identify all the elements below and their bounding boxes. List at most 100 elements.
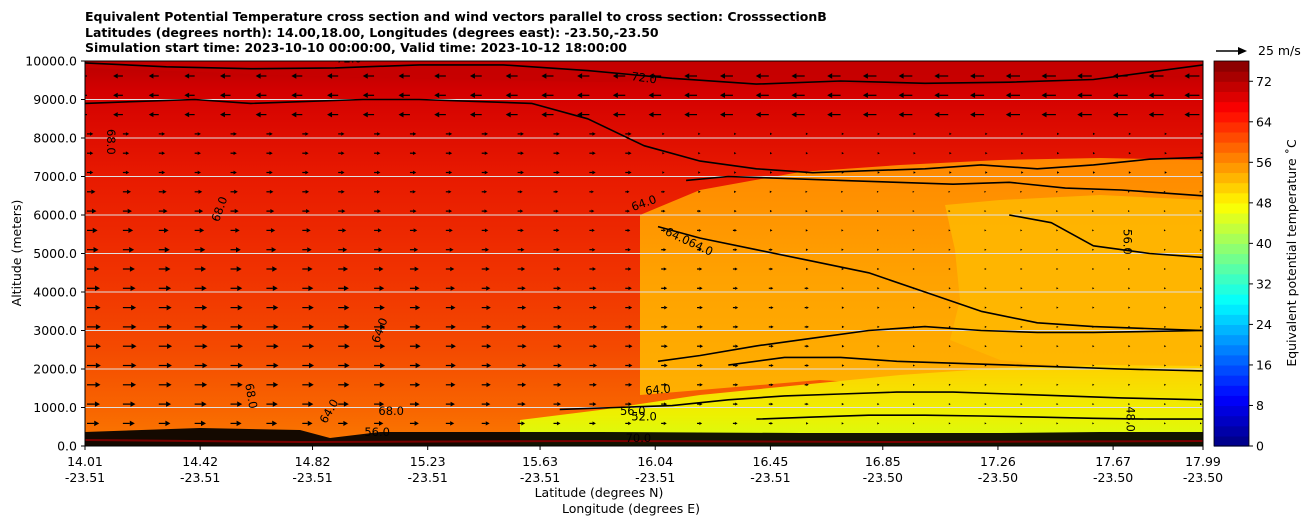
wind-vector: [1056, 267, 1059, 271]
colorbar-tick-label: 0: [1256, 439, 1264, 454]
wind-vector: [877, 132, 880, 136]
wind-vector: [625, 170, 632, 175]
wind-vector: [374, 304, 385, 311]
wind-vector: [912, 422, 915, 425]
wind-vector: [1200, 306, 1203, 309]
wind-vector: [338, 362, 350, 369]
wind-vector: [184, 73, 195, 79]
wind-vector: [732, 344, 739, 348]
wind-vector: [398, 111, 410, 118]
wind-vector: [625, 382, 633, 387]
wind-vector: [984, 190, 987, 193]
wind-vector: [302, 170, 309, 175]
wind-vector: [1200, 287, 1202, 290]
wind-vector: [791, 73, 805, 79]
wind-vector: [158, 285, 172, 292]
colorbar-segment: [1214, 344, 1249, 356]
wind-vector: [434, 73, 446, 79]
wind-vector: [898, 92, 913, 99]
wind-vector: [194, 208, 204, 214]
wind-vector: [302, 189, 310, 194]
wind-vector: [1164, 171, 1167, 174]
wind-vector: [1148, 92, 1164, 99]
colorbar-label: Equivalent potential temperature ˚C: [1284, 139, 1299, 367]
wind-vector: [625, 344, 633, 349]
wind-vector: [409, 132, 417, 136]
contour-60-5: [728, 356, 1203, 372]
wind-vector: [553, 343, 562, 349]
wind-vector: [698, 190, 701, 194]
colorbar-segment: [1214, 354, 1249, 366]
wind-vector: [1056, 210, 1059, 213]
wind-vector: [877, 345, 880, 348]
wind-vector: [625, 363, 633, 368]
wind-vector: [913, 306, 915, 309]
wind-vector: [755, 111, 769, 118]
y-tick-label: 5000.0: [33, 246, 77, 261]
wind-vector: [409, 324, 421, 330]
wind-vector: [87, 246, 99, 253]
y-tick-label: 1000.0: [33, 400, 77, 415]
wind-vector: [122, 285, 136, 292]
wind-vector: [553, 267, 561, 271]
wind-vector: [625, 190, 630, 194]
wind-vector: [768, 325, 774, 329]
wind-vector: [266, 151, 273, 156]
wind-vector: [768, 363, 774, 368]
x-tick-label-lon: -23.50: [978, 470, 1018, 485]
wind-vector: [122, 420, 135, 427]
contour-label: 56.0: [1121, 229, 1135, 255]
colorbar-segment: [1214, 253, 1249, 265]
colorbar-segment: [1214, 304, 1249, 315]
chart-title: Equivalent Potential Temperature cross s…: [85, 9, 827, 56]
wind-vector: [755, 92, 769, 99]
wind-vector: [302, 132, 309, 136]
wind-vector: [1184, 111, 1200, 118]
y-tick-label: 7000.0: [33, 169, 77, 184]
wind-vector: [517, 421, 526, 426]
contour-label: 68.0: [242, 382, 260, 410]
contour-52-7: [559, 391, 1203, 411]
quiver-key-label: 25 m/s: [1258, 43, 1301, 58]
wind-vector: [445, 324, 456, 330]
wind-vector: [374, 209, 381, 214]
wind-vector: [158, 362, 172, 369]
wind-vector: [553, 363, 562, 368]
wind-vector: [862, 73, 877, 79]
contour-label: 48.0: [1123, 406, 1137, 432]
wind-vector: [1200, 151, 1203, 155]
wind-vector: [1164, 403, 1167, 406]
wind-vector: [612, 111, 626, 118]
wind-vector: [1128, 345, 1131, 348]
wind-vector: [230, 227, 240, 233]
wind-vector: [87, 362, 101, 369]
wind-vector: [338, 170, 345, 175]
wind-vector: [1184, 73, 1200, 79]
wind-vector: [291, 111, 303, 118]
wind-vector: [841, 287, 845, 290]
wind-vector: [841, 190, 844, 193]
wind-vector: [934, 92, 949, 99]
wind-vector: [1092, 248, 1095, 251]
wind-vector: [194, 362, 208, 369]
wind-vector: [948, 422, 951, 425]
wind-vector: [841, 383, 845, 387]
wind-vector: [266, 401, 278, 407]
wind-vector: [158, 304, 172, 311]
wind-vector: [877, 364, 880, 367]
wind-vector: [1041, 73, 1056, 79]
x-tick-label-lat: 17.26: [980, 454, 1016, 469]
wind-vector: [697, 228, 702, 232]
wind-vector: [768, 383, 774, 387]
wind-vector: [87, 132, 94, 136]
wind-vector: [553, 247, 560, 252]
wind-vector: [302, 304, 314, 311]
wind-vector: [517, 151, 524, 156]
wind-vector: [791, 92, 805, 99]
contour-label: 52.0: [631, 410, 657, 424]
wind-vector: [1200, 383, 1202, 386]
wind-vector: [1164, 383, 1167, 386]
wind-vector: [230, 401, 243, 407]
wind-vector: [194, 132, 201, 136]
wind-vector: [913, 364, 915, 367]
